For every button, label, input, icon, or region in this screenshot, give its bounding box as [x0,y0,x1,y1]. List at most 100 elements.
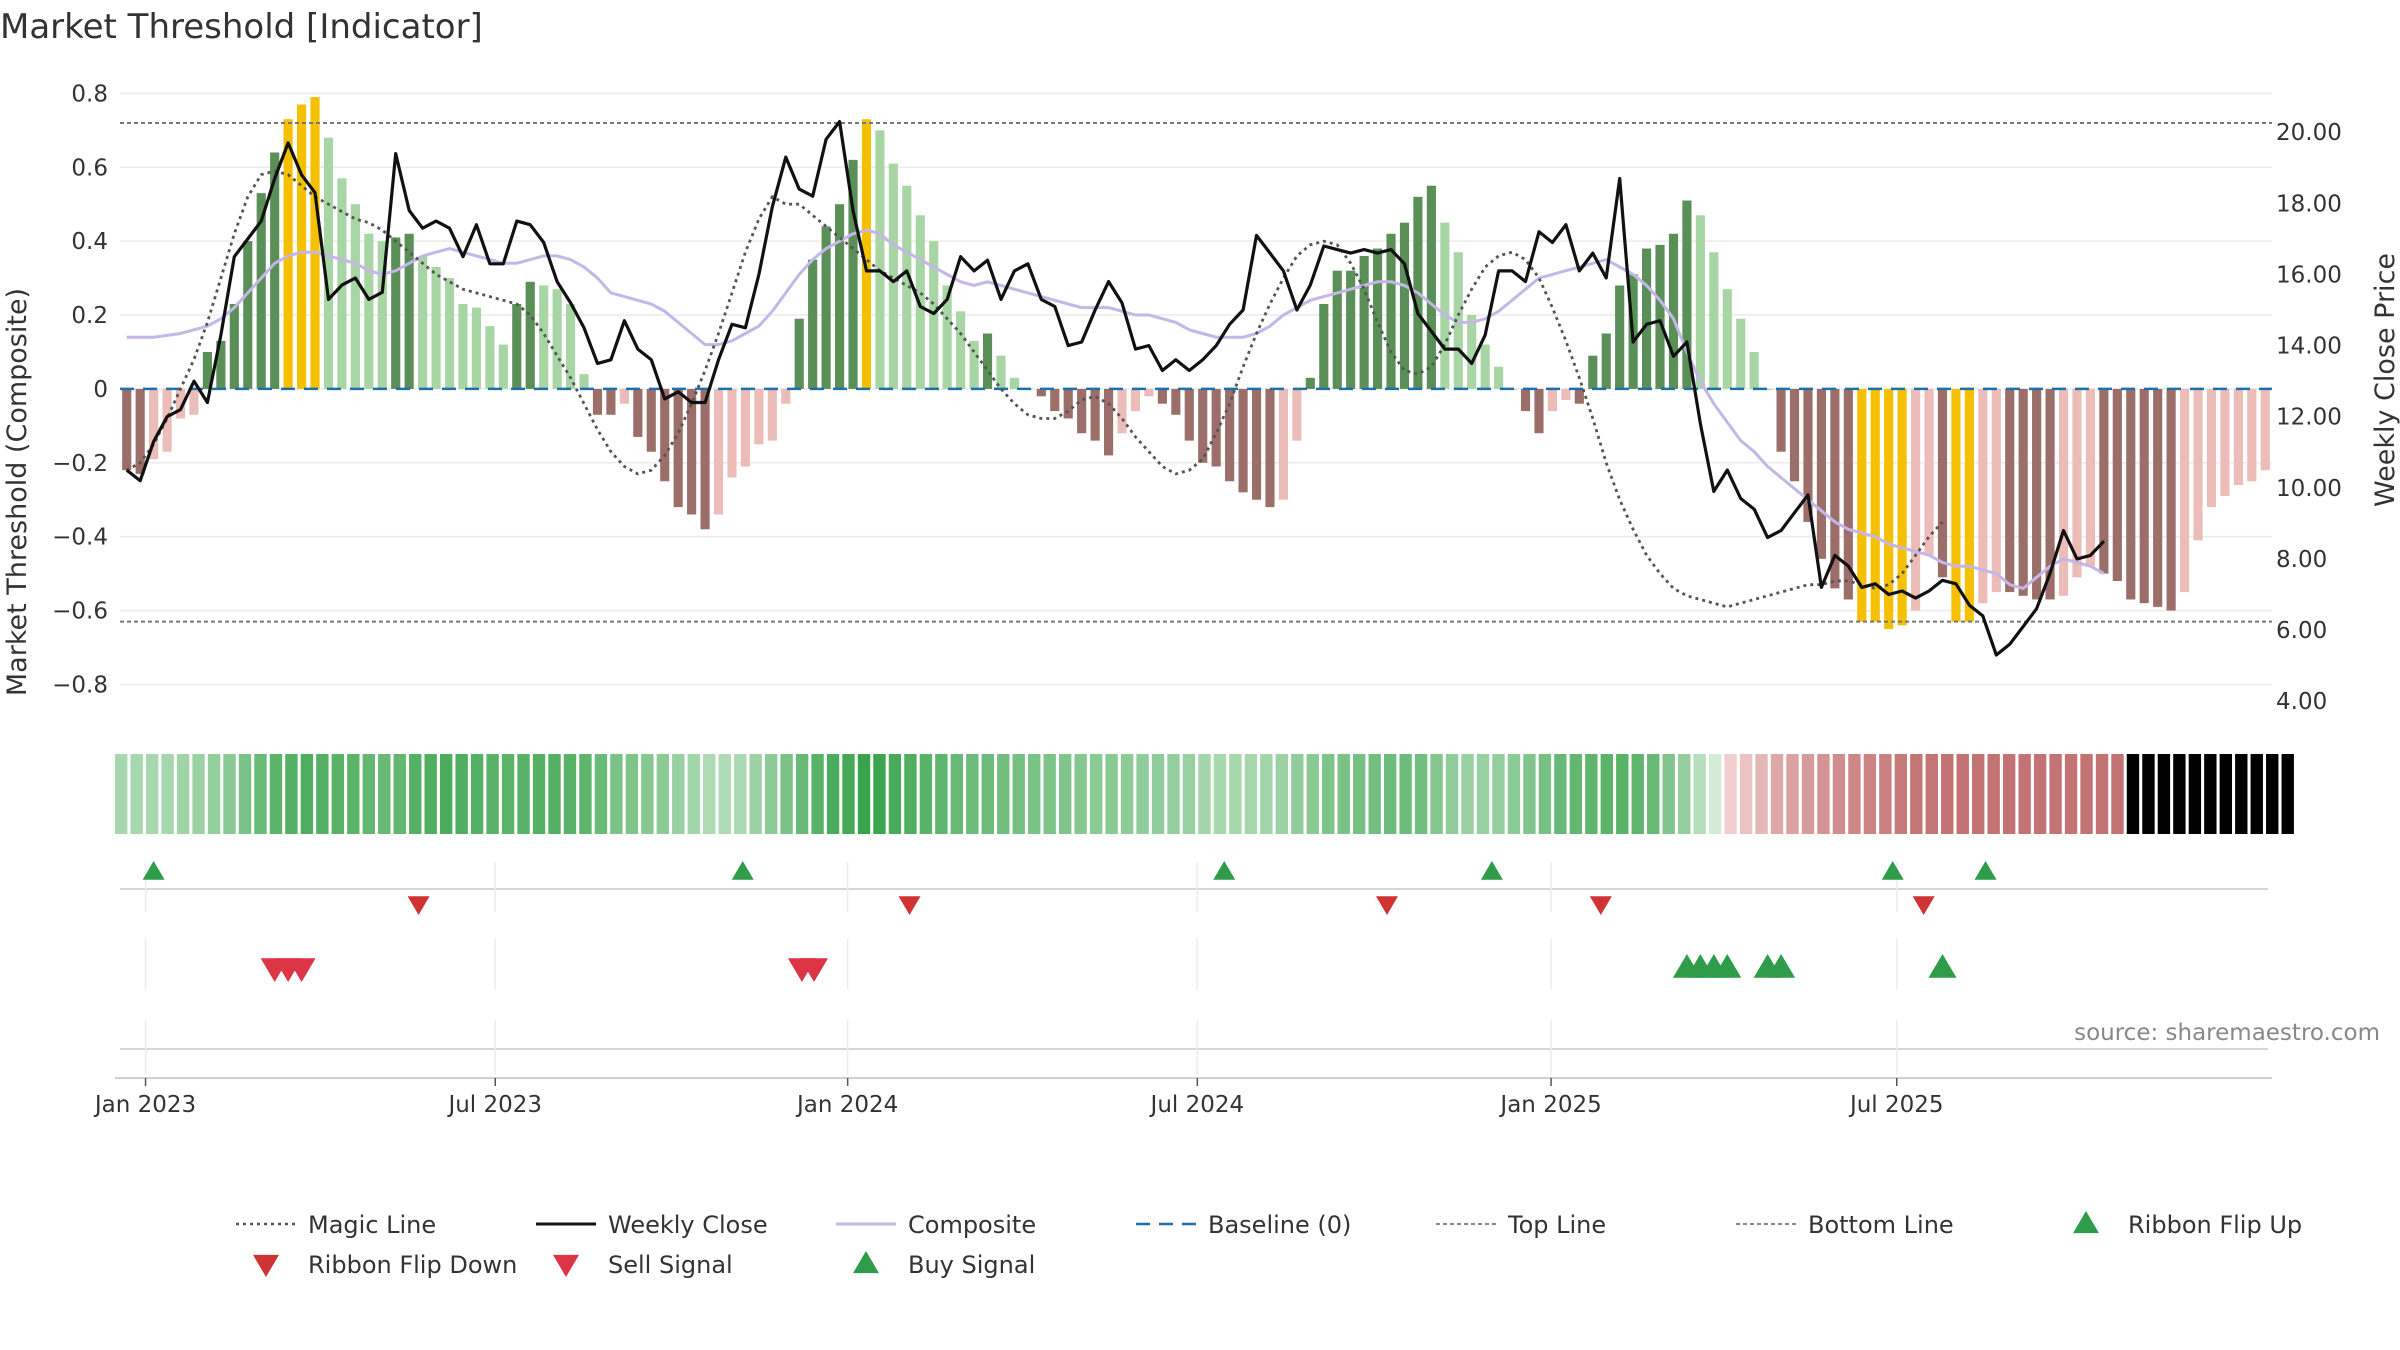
ribbon-cell [1647,754,1660,834]
ribbon-cell [1832,754,1846,834]
left-tick-label: −0.4 [52,525,108,551]
composite-bar [404,233,414,389]
composite-bar [1480,344,1490,389]
composite-bar [2005,388,2015,593]
composite-bar [2153,388,2163,607]
composite-bar [821,226,831,389]
ribbon-cell [1492,754,1505,834]
ribbon-cell [873,754,886,834]
ribbon-cell [780,754,793,834]
composite-bar [2260,388,2270,471]
composite-bar [619,388,629,404]
ribbon-cell [1089,754,1103,834]
ribbon-cell [1708,754,1722,834]
ribbon-cell [1863,754,1877,834]
ribbon-cell [966,754,979,834]
composite-bar [1359,255,1369,389]
composite-bar [1399,222,1410,389]
composite-bar [1655,244,1665,389]
legend-ribbon-flip-up-label: Ribbon Flip Up [2128,1211,2302,1239]
composite-bar [1857,388,1867,622]
composite-bar [1265,388,1275,508]
composite-bar [1251,388,1262,500]
ribbon-cell [1399,754,1412,834]
composite-bar [175,388,186,419]
legend-weekly-close-label: Weekly Close [608,1211,768,1239]
ribbon-cell [2266,754,2279,834]
chart-title: Market Threshold [Indicator] [0,7,483,47]
x-tick-label: Jan 2025 [1498,1092,1601,1118]
composite-bar [1050,388,1060,412]
ribbon-cell [347,754,360,834]
composite-bar [1386,233,1396,389]
composite-bar [1319,303,1329,389]
ribbon-cell [1198,754,1211,834]
ribbon-cell [393,754,406,834]
ribbon-cell [517,754,530,834]
ribbon-cell [1244,754,1258,834]
composite-bar [1547,388,1557,412]
ribbon-cell [486,754,499,834]
composite-bar [1225,388,1235,482]
composite-bar [1157,388,1167,404]
composite-bar [1453,252,1463,389]
ribbon-cell [331,754,345,834]
composite-bar [1709,252,1719,389]
composite-bar [727,388,737,478]
ribbon-cell [1616,754,1629,834]
ribbon-cell [1028,754,1041,834]
legend-sell-signal-swatch [553,1254,579,1277]
sell-signal-marker [287,958,316,982]
ribbon-cell [857,754,871,834]
ribbon-cell [579,754,592,834]
composite-bar [835,204,845,389]
composite-bar [2072,388,2082,578]
ribbon-cell [145,754,159,834]
composite-bar [1117,388,1127,434]
ribbon-cell [316,754,329,834]
buy-signal-marker [1713,954,1742,978]
composite-bar [1588,355,1598,389]
ribbon-cell [1136,754,1149,834]
composite-bar [566,303,576,389]
ribbon-cell [1430,754,1443,834]
ribbon-cell [1693,754,1706,834]
composite-bars [122,97,2270,630]
right-tick-label: 20.00 [2276,120,2342,146]
ribbon-cell [1770,754,1784,834]
left-tick-label: 0 [93,377,108,403]
ribbon-cell [997,754,1010,834]
composite-bar [1292,388,1302,441]
composite-bar [350,204,360,389]
composite-bar [1951,388,1961,622]
ribbon-cell [2142,754,2155,834]
composite-bar [256,193,266,389]
composite-bar [1924,388,1934,556]
left-axis-ticks: 0.8 0.6 0.4 0.2 0 −0.2 −0.4 −0.6 −0.8 [52,81,108,698]
ribbon-cell [548,754,561,834]
composite-bar [673,388,683,508]
composite-bar [1534,388,1544,434]
composite-bar [1130,388,1141,412]
right-tick-label: 4.00 [2276,689,2327,715]
composite-bar [1063,388,1073,419]
ribbon-cell [1306,754,1319,834]
composite-bar [283,119,293,389]
ribbon-cell [2111,754,2124,834]
composite-bar [297,104,307,389]
composite-bar [875,130,885,389]
composite-bar [646,388,656,452]
composite-bar [1494,366,1504,389]
right-tick-label: 12.00 [2276,405,2342,431]
ribbon-cell [378,754,391,834]
ribbon-cell [470,754,484,834]
ribbon-cell [2095,754,2109,834]
composite-bar [1668,233,1679,389]
composite-bar [2085,388,2095,567]
composite-bar [660,388,670,482]
ribbon-cell [176,754,190,834]
ribbon-cell [300,754,314,834]
ribbon-cell [981,754,994,834]
composite-bar [2099,388,2109,574]
composite-bar [1803,388,1813,522]
